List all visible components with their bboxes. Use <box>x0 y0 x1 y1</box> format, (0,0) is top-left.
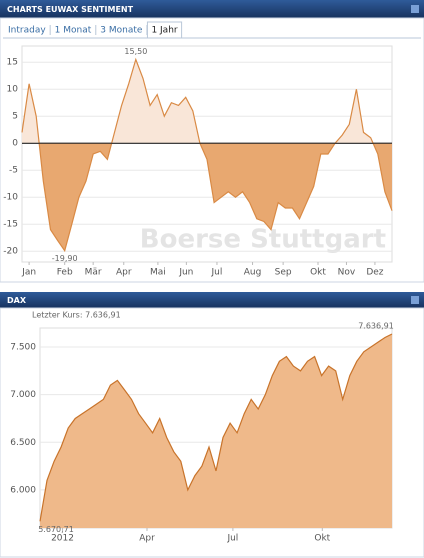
y-tick-label: 5 <box>12 112 18 122</box>
tab-label: Intraday <box>8 26 46 36</box>
y-tick-label: 6.500 <box>10 438 36 448</box>
tab[interactable]: Intraday <box>8 25 51 36</box>
tab-label: 1 Jahr <box>151 26 177 36</box>
header-title: DAX <box>7 296 27 305</box>
y-tick-label: 10 <box>7 85 19 95</box>
x-tick-label: Nov <box>338 268 356 278</box>
y-tick-label: -10 <box>3 193 18 203</box>
y-tick-label: -15 <box>3 220 18 230</box>
x-tick-label: Jun <box>178 268 193 278</box>
x-tick-label: Aug <box>244 268 262 278</box>
annotation: 15,50 <box>124 47 147 56</box>
x-tick-label: Okt <box>310 268 326 278</box>
annotation: -19,90 <box>52 254 78 263</box>
x-tick-label: Dez <box>366 268 383 278</box>
area <box>22 59 392 251</box>
annotation: 7.636,91 <box>358 322 394 331</box>
y-tick-label: -20 <box>3 247 18 257</box>
x-tick-label: Okt <box>314 534 330 544</box>
x-tick-label: 2012 <box>51 534 74 544</box>
tab-active <box>146 21 183 39</box>
x-tick-label: Jul <box>211 268 223 278</box>
x-tick-label: Mai <box>150 268 166 278</box>
y-tick-label: 7.500 <box>10 343 36 353</box>
y-tick-label: 7.000 <box>10 390 36 400</box>
x-tick-label: Apr <box>139 534 155 544</box>
panel <box>0 307 424 558</box>
y-tick-label: 15 <box>7 58 18 68</box>
x-tick-label: Jan <box>21 268 36 278</box>
y-tick-label: -5 <box>9 166 18 176</box>
watermark: Boerse Stuttgart <box>140 225 386 255</box>
line <box>39 333 393 522</box>
y-tick-label: 0 <box>12 139 18 149</box>
tab[interactable]: 3 Monate <box>100 25 148 36</box>
tab-label: 1 Monat <box>55 26 92 36</box>
header-icon <box>411 5 419 13</box>
panel <box>0 17 424 283</box>
annotation: 5.670,71 <box>38 525 74 534</box>
line <box>21 57 393 253</box>
header-icon <box>411 296 419 304</box>
x-tick-label: Mär <box>85 268 102 278</box>
area <box>40 334 392 528</box>
subtitle: Letzter Kurs: 7.636,91 <box>32 311 121 320</box>
header-bar <box>0 0 424 18</box>
header-title: CHARTS EUWAX SENTIMENT <box>7 5 134 14</box>
x-tick-label: Sep <box>275 268 292 278</box>
x-tick-label: Apr <box>116 268 132 278</box>
tab[interactable]: 1 Jahr <box>146 21 183 39</box>
x-tick-label: Feb <box>57 268 73 278</box>
tab-label: 3 Monate <box>100 26 143 36</box>
tab[interactable]: 1 Monat <box>55 25 97 36</box>
x-tick-label: Jul <box>226 534 238 544</box>
y-tick-label: 6.000 <box>10 485 36 495</box>
header-bar <box>0 292 424 308</box>
